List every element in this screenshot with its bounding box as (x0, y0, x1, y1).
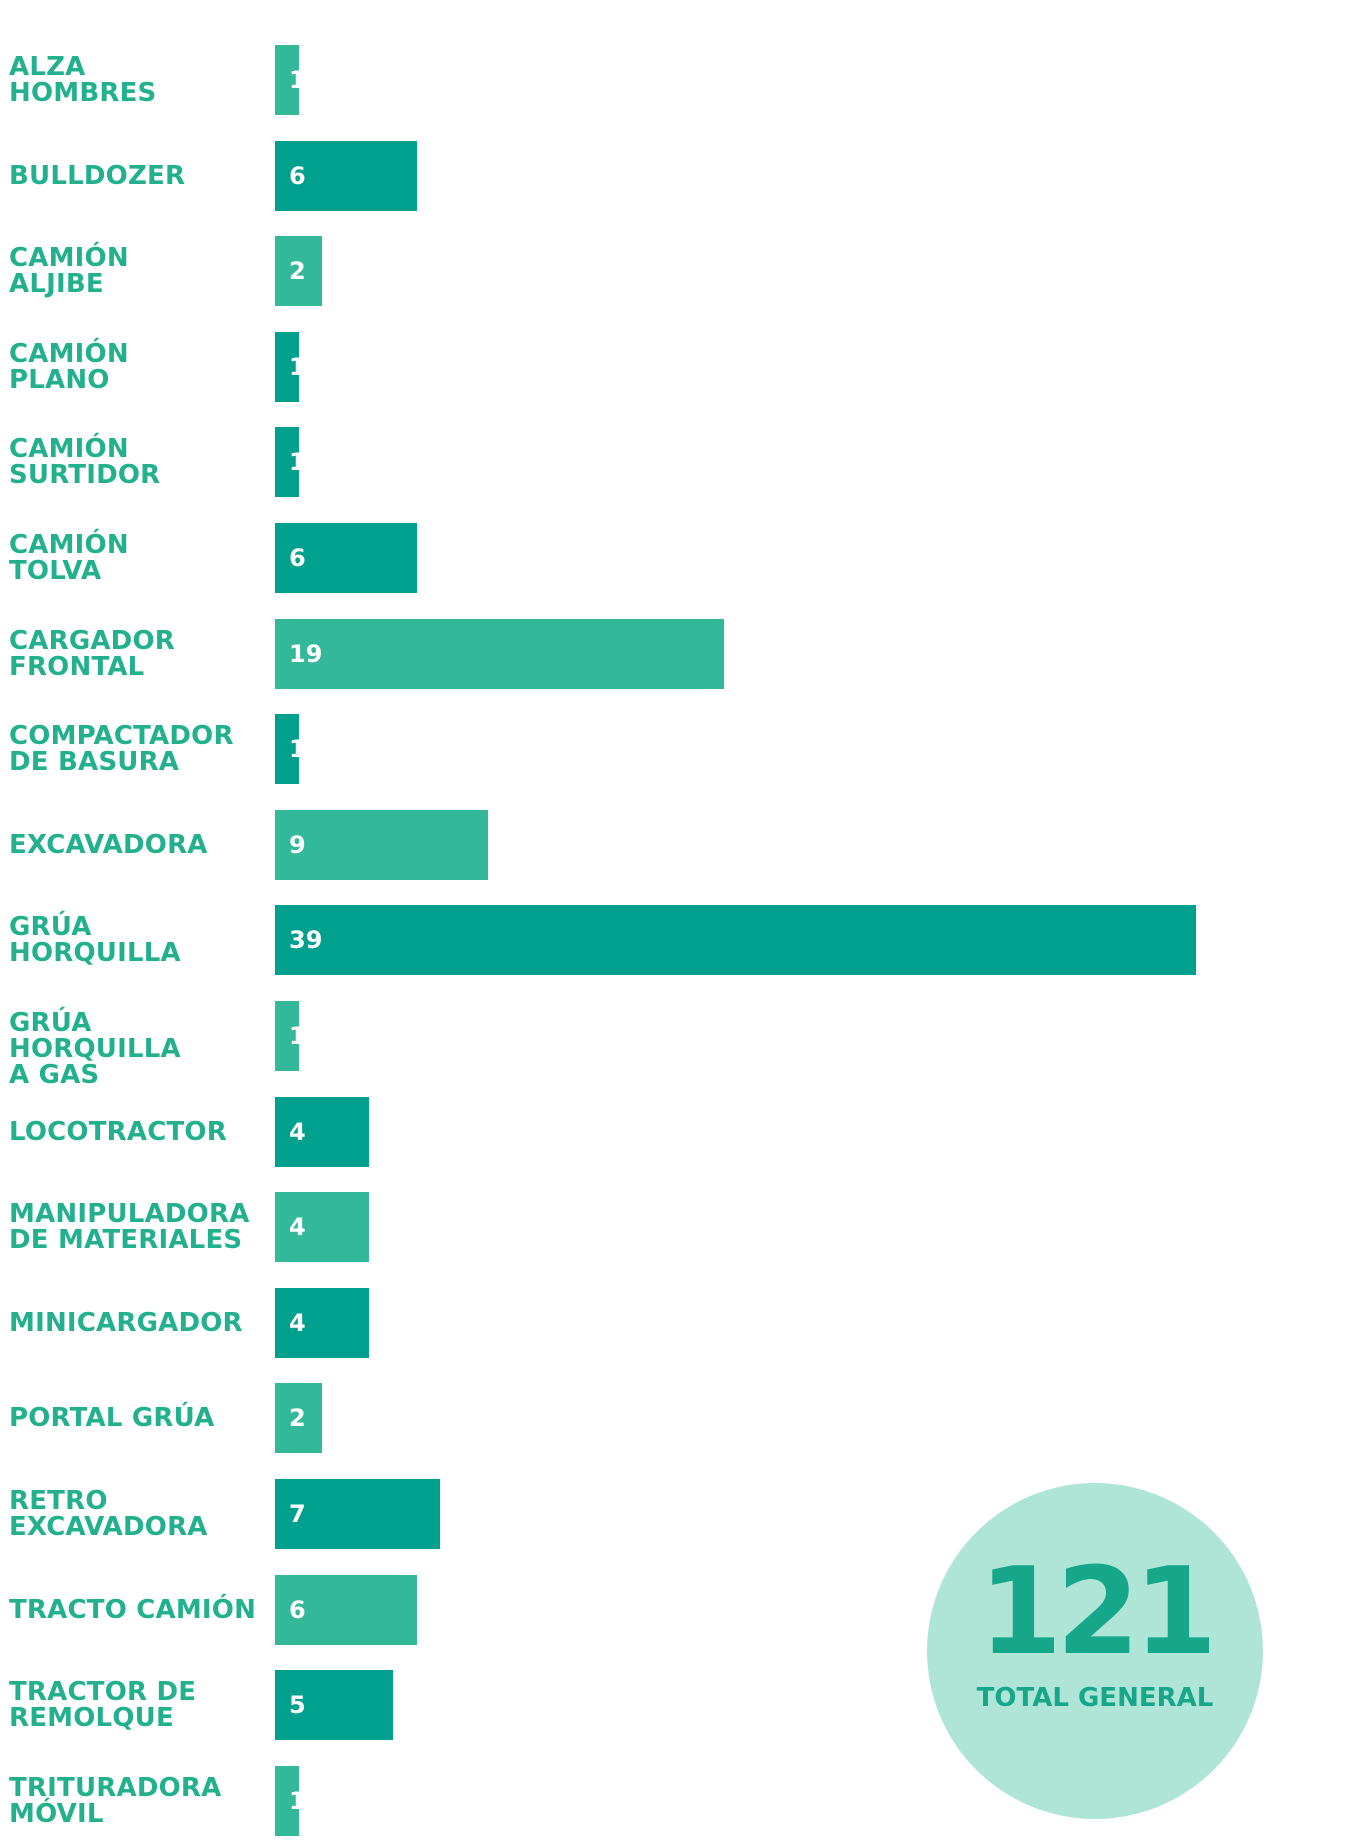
value-label: 7 (289, 1500, 306, 1528)
total-circle: 121 TOTAL GENERAL (927, 1483, 1263, 1819)
bar (275, 1192, 370, 1263)
value-label: 4 (289, 1117, 306, 1146)
category-label: MANIPULADORA DE MATERIALES (9, 1199, 250, 1256)
category-label: BULLDOZER (9, 160, 186, 191)
bar (275, 905, 1196, 976)
value-label: 1 (289, 352, 306, 381)
bar (275, 1670, 394, 1741)
value-label: 1 (289, 66, 306, 94)
bar (275, 1479, 441, 1549)
value-label: 1 (289, 1786, 306, 1815)
category-label: GRÚA HORQUILLA (9, 912, 181, 969)
value-label: 5 (289, 1691, 306, 1720)
category-label: TRITURADORA MÓVIL (9, 1772, 222, 1829)
bar (275, 714, 299, 785)
value-label: 1 (289, 735, 306, 764)
category-label: MINICARGADOR (9, 1307, 243, 1338)
bar (275, 1765, 299, 1836)
value-label: 2 (289, 257, 306, 286)
value-label: 9 (289, 830, 306, 859)
value-label: 39 (289, 926, 323, 955)
category-label: CAMIÓN PLANO (9, 338, 129, 395)
value-label: 1 (289, 448, 306, 477)
category-label: CAMIÓN ALJIBE (9, 243, 129, 300)
value-label: 19 (289, 639, 323, 668)
total-value: 121 (978, 1543, 1218, 1682)
bar (275, 1001, 299, 1071)
category-label: ALZA HOMBRES (9, 52, 157, 108)
category-label: EXCAVADORA (9, 829, 208, 860)
category-label: PORTAL GRÚA (9, 1403, 215, 1434)
value-label: 4 (289, 1213, 306, 1242)
value-label: 1 (289, 1022, 306, 1050)
bar (275, 618, 724, 689)
bar (275, 1574, 417, 1645)
category-label: RETRO EXCAVADORA (9, 1486, 208, 1542)
bar (275, 809, 488, 880)
bar (275, 427, 299, 498)
bar (275, 1096, 370, 1167)
bar (275, 236, 323, 307)
bar (275, 140, 417, 211)
total-label: TOTAL GENERAL (976, 1683, 1214, 1713)
bar (275, 1287, 370, 1358)
category-label: CAMIÓN SURTIDOR (9, 434, 161, 491)
category-label: LOCOTRACTOR (9, 1116, 227, 1147)
category-label: COMPACTADOR DE BASURA (9, 721, 234, 778)
bar (275, 523, 417, 593)
value-label: 6 (289, 544, 306, 572)
bar (275, 331, 299, 402)
value-label: 2 (289, 1404, 306, 1433)
category-label: GRÚA HORQUILLA A GAS (9, 1008, 181, 1090)
value-label: 6 (289, 161, 306, 190)
value-label: 6 (289, 1595, 306, 1624)
category-label: CARGADOR FRONTAL (9, 625, 175, 682)
value-label: 4 (289, 1308, 306, 1337)
category-label: CAMIÓN TOLVA (9, 530, 129, 586)
bar (275, 1383, 323, 1454)
bar (275, 45, 299, 115)
category-label: TRACTO CAMIÓN (9, 1594, 257, 1625)
category-label: TRACTOR DE REMOLQUE (9, 1677, 197, 1734)
